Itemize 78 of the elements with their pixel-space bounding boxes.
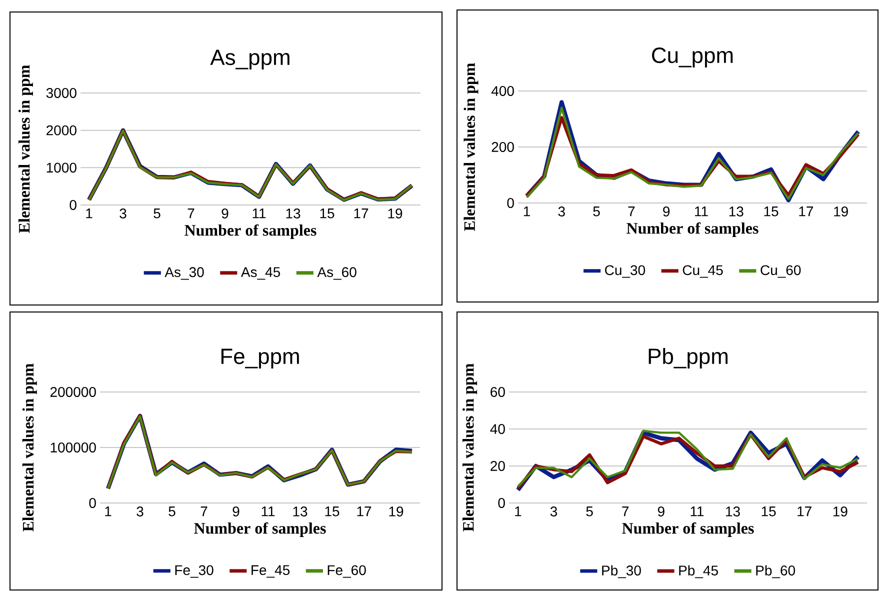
x-axis-title: Number of samples: [626, 222, 758, 237]
x-tick-label: 7: [622, 506, 629, 516]
x-tick-label: 15: [325, 506, 340, 516]
y-tick-label: 0: [89, 498, 96, 508]
x-tick-label: 5: [586, 506, 593, 516]
y-tick-label: 0: [70, 200, 76, 210]
y-axis-title: Elemental values in ppm: [464, 63, 478, 231]
chart-title: Fe_ppm: [221, 348, 299, 368]
x-tick-label: 15: [764, 206, 778, 216]
x-tick-label: 11: [695, 206, 708, 216]
legend-label: Cu_45: [682, 265, 723, 278]
x-tick-label: 1: [105, 506, 112, 516]
x-tick-label: 17: [357, 506, 372, 516]
x-tick-label: 7: [200, 506, 208, 516]
x-tick-label: 1: [515, 506, 522, 516]
x-tick-label: 19: [388, 208, 402, 218]
y-axis-title: Elemental values in ppm: [22, 364, 37, 532]
y-tick-label: 200000: [50, 387, 96, 397]
x-tick-label: 19: [833, 506, 848, 516]
x-tick-label: 17: [354, 208, 368, 218]
legend-label: Pb_60: [756, 565, 796, 578]
legend-label: Fe_30: [175, 565, 214, 578]
chart-title: Pb_ppm: [648, 348, 728, 368]
x-axis-title: Number of samples: [184, 224, 316, 239]
x-tick-label: 1: [86, 208, 92, 218]
legend-label: Fe_60: [328, 565, 366, 578]
x-tick-label: 9: [222, 208, 228, 218]
x-tick-label: 1: [524, 206, 530, 216]
y-tick-label: 20: [490, 461, 505, 471]
legend-label: As_45: [240, 267, 280, 280]
legend-label: As_30: [164, 267, 204, 280]
x-tick-label: 13: [726, 506, 740, 516]
y-tick-label: 0: [507, 198, 514, 208]
x-tick-label: 9: [232, 506, 240, 516]
x-tick-label: 11: [690, 506, 704, 516]
x-tick-label: 15: [320, 208, 334, 218]
x-tick-label: 9: [663, 206, 670, 216]
legend-label: Cu_30: [605, 265, 646, 278]
y-tick-label: 40: [490, 424, 505, 434]
y-axis-title: Elemental values in ppm: [18, 65, 33, 233]
x-tick-label: 3: [120, 208, 126, 218]
x-axis-title: Number of samples: [622, 522, 754, 537]
x-tick-label: 19: [834, 206, 848, 216]
legend-label: Fe_45: [252, 565, 290, 578]
x-tick-label: 19: [389, 506, 404, 516]
y-tick-label: 100000: [50, 442, 96, 452]
x-tick-label: 5: [168, 506, 176, 516]
y-tick-label: 0: [498, 498, 505, 508]
x-tick-label: 13: [293, 506, 308, 516]
x-tick-label: 7: [628, 206, 635, 216]
y-tick-label: 2000: [46, 125, 76, 136]
x-tick-label: 3: [550, 506, 558, 516]
x-tick-label: 9: [658, 506, 664, 516]
x-tick-label: 11: [262, 506, 275, 516]
legend-label: As_60: [317, 267, 356, 280]
x-tick-label: 7: [188, 208, 194, 218]
chart-title: Cu_ppm: [652, 48, 733, 68]
legend-label: Pb_45: [679, 565, 718, 578]
x-tick-label: 17: [799, 206, 814, 216]
x-tick-label: 17: [798, 506, 812, 516]
y-tick-label: 3000: [46, 88, 76, 98]
y-axis-title: Elemental values in ppm: [462, 364, 478, 532]
x-tick-label: 3: [558, 206, 565, 216]
x-tick-label: 3: [136, 506, 144, 516]
y-tick-label: 1000: [46, 162, 76, 173]
legend-label: Pb_30: [602, 565, 641, 578]
y-tick-label: 400: [491, 86, 514, 96]
x-tick-label: 13: [729, 206, 744, 216]
x-tick-label: 15: [762, 506, 776, 516]
x-tick-label: 5: [154, 208, 160, 218]
x-tick-label: 13: [286, 208, 300, 218]
x-axis-title: Number of samples: [194, 522, 326, 537]
x-tick-label: 5: [593, 206, 600, 216]
chart-title: As_ppm: [210, 50, 290, 70]
y-tick-label: 60: [490, 387, 505, 397]
legend-label: Cu_60: [760, 265, 801, 278]
y-tick-label: 200: [492, 142, 514, 152]
x-tick-label: 11: [252, 208, 266, 218]
